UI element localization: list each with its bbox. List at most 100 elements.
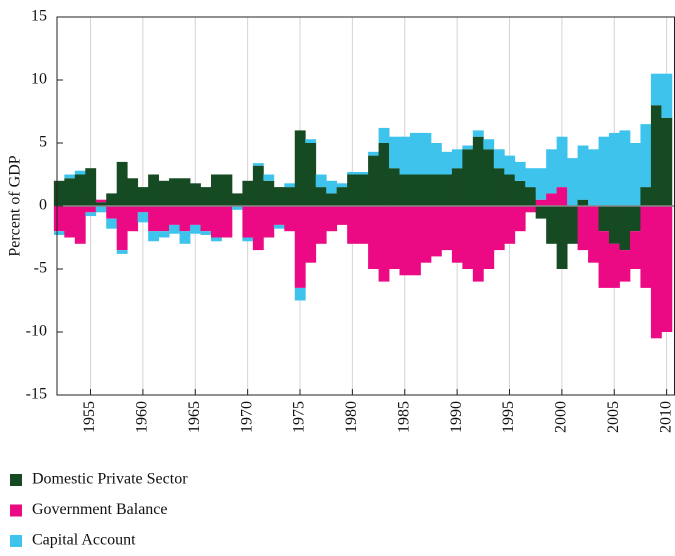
area-segment [661,206,673,332]
area-segment [74,206,86,244]
area-segment [546,206,558,244]
area-segment [441,151,453,175]
area-segment [305,139,317,143]
x-tick-label: 1960 [134,401,151,433]
area-segment [148,174,160,206]
area-segment [294,130,306,206]
area-segment [441,206,453,251]
area-segment [472,130,484,137]
area-segment [483,206,495,269]
area-segment [378,127,390,143]
legend-label: Domestic Private Sector [32,471,188,488]
area-segment [661,117,673,206]
area-segment [609,243,620,288]
area-segment [210,237,222,242]
area-segment [336,183,348,188]
area-segment [629,231,641,269]
area-segment [619,250,631,282]
area-segment [462,149,474,206]
area-segment [399,206,411,276]
area-segment [493,149,505,169]
area-segment [95,202,107,206]
area-segment [420,132,432,175]
x-tick-label: 1970 [238,401,255,433]
area-segment [368,151,379,156]
area-segment [231,206,243,210]
area-segment [158,206,170,232]
area-segment [242,237,254,242]
area-segment [252,165,264,206]
area-segment [577,206,589,251]
area-segment [315,206,327,244]
x-tick-label: 2000 [553,401,570,433]
area-segment [294,206,306,288]
area-segment [577,199,589,206]
area-segment [315,187,327,206]
area-segment [514,206,526,232]
area-segment [472,136,484,206]
legend-label: Government Balance [32,501,168,518]
x-tick-label: 1980 [343,401,360,433]
area-segment [619,130,631,206]
area-segment [179,231,191,244]
area-segment [609,206,620,244]
area-segment [619,206,631,251]
x-tick-label: 1995 [500,401,517,433]
y-tick-label: 5 [39,134,47,151]
area-segment [357,171,369,175]
area-segment [137,206,149,213]
area-segment [148,206,160,232]
area-segment [116,161,128,206]
y-tick-label: -10 [26,323,47,340]
area-segment [462,145,474,150]
area-segment [273,224,285,229]
area-segment [169,178,180,206]
area-segment [472,206,484,282]
area-segment [315,174,327,188]
area-segment [368,155,379,206]
area-segment [525,168,537,188]
x-tick-label: 2010 [657,401,674,433]
area-segment [525,206,537,213]
area-segment [326,206,338,232]
area-segment [74,170,86,175]
area-segment [305,206,317,263]
x-tick-label: 1955 [81,401,98,433]
area-segment [378,206,390,282]
area-segment [64,174,76,179]
area-segment [535,199,547,206]
area-segment [242,180,254,206]
area-segment [231,193,243,206]
area-segment [336,187,348,206]
area-segment [221,206,233,238]
area-segment [640,124,652,188]
area-segment [650,105,662,206]
legend-label: Capital Account [32,532,136,549]
area-segment [190,206,201,225]
area-segment [148,231,160,242]
area-segment [577,145,589,200]
area-segment [64,178,76,206]
legend-swatch [10,535,22,547]
area-segment [493,168,505,206]
area-segment [650,73,662,106]
area-segment [85,206,97,213]
area-segment [546,193,558,206]
area-segment [326,180,338,194]
area-segment [483,149,495,206]
x-tick-label: 1985 [395,401,412,433]
y-tick-label: 0 [39,197,47,214]
area-segment [567,206,578,244]
area-segment [462,206,474,269]
area-segment [378,143,390,206]
area-segment [640,206,652,288]
area-segment [420,174,432,206]
area-segment [347,171,359,175]
area-segment [629,143,641,206]
area-segment [284,187,296,206]
area-segment [430,174,442,206]
area-segment [190,224,201,234]
area-segment [200,187,212,206]
area-segment [137,187,149,206]
area-segment [326,193,338,206]
